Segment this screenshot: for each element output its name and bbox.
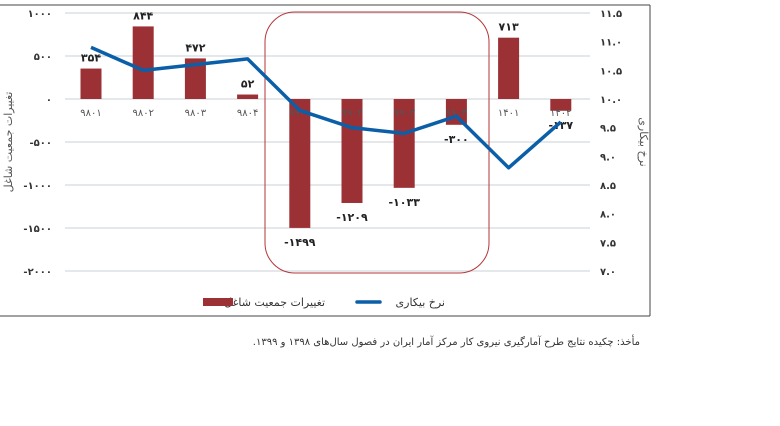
left-tick-label: ۵۰۰ xyxy=(34,52,52,63)
right-tick-label: ۱۰.۰ xyxy=(600,95,622,106)
right-tick-label: ۱۱.۰ xyxy=(600,38,622,49)
left-tick-label: ۱۰۰۰ xyxy=(28,9,52,20)
category-label: ۹۹۰۱ xyxy=(289,108,310,119)
combo-chart: ۱۰۰۰ ۵۰۰ ۰ -۵۰۰ -۱۰۰۰ -۱۵۰۰ -۲۰۰۰ ۱۱.۵ ۱۱.۰ ۱۰.۵ ۱… xyxy=(0,4,651,317)
category-label: ۹۸۰۲ xyxy=(132,108,153,119)
bar-data-label: -۱۲۰۹ xyxy=(336,211,368,224)
left-tick-label: -۲۰۰۰ xyxy=(23,267,52,278)
bar-data-label: -۳۰۰ xyxy=(444,133,469,146)
left-tick-label: -۱۵۰۰ xyxy=(23,224,52,235)
highlight-box xyxy=(264,11,490,274)
right-tick-label: ۷.۰ xyxy=(600,267,616,278)
legend-swatch-bars xyxy=(203,298,233,306)
left-tick-label: -۱۰۰۰ xyxy=(23,181,52,192)
bar-data-label: ۸۴۴ xyxy=(133,9,153,22)
bar xyxy=(289,99,311,228)
bar-data-label: ۵۲ xyxy=(241,78,255,91)
legend-label-line: نرخ بیکاری xyxy=(396,296,445,309)
bar-data-label: -۱۰۳۳ xyxy=(388,196,420,209)
right-tick-label: ۹.۵ xyxy=(600,124,616,135)
bar-data-label: ۴۷۲ xyxy=(185,41,205,54)
source-note: مأخذ: چکیده نتایج طرح آمارگیری نیروی کار… xyxy=(252,337,640,348)
left-tick-label: -۵۰۰ xyxy=(30,138,52,149)
category-label: ۹۹۰۲ xyxy=(341,108,362,119)
legend-label-bars: تغییرات جمعیت شاغل xyxy=(224,296,325,309)
category-label: ۹۹۰۴ xyxy=(446,108,467,119)
category-label: ۹۸۰۳ xyxy=(185,108,207,119)
bar xyxy=(393,99,415,188)
right-tick-label: ۱۱.۵ xyxy=(600,9,622,20)
unemployment-line xyxy=(90,45,562,170)
bar-data-label: ۳۵۴ xyxy=(81,52,101,65)
right-axis-title: نرخ بیکاری xyxy=(637,117,650,166)
bar-data-label: -۱۴۹۹ xyxy=(284,236,316,249)
right-tick-label: ۷.۵ xyxy=(600,238,616,249)
bar xyxy=(132,26,154,99)
bar xyxy=(498,37,520,99)
category-label: ۹۹۰۳ xyxy=(393,108,415,119)
bar xyxy=(550,99,572,111)
left-tick-label: ۰ xyxy=(46,95,52,106)
bar xyxy=(237,94,259,99)
right-tick-label: ۹.۰ xyxy=(600,152,616,163)
category-label: ۱۴۰۲ xyxy=(550,108,571,119)
category-label: ۹۸۰۱ xyxy=(80,108,101,119)
right-tick-label: ۸.۵ xyxy=(600,181,616,192)
category-label: ۱۴۰۱ xyxy=(498,108,519,119)
bar xyxy=(184,58,206,99)
bar xyxy=(80,68,102,99)
right-tick-label: ۱۰.۵ xyxy=(600,66,622,77)
bar-data-label: ۷۱۳ xyxy=(499,21,519,34)
right-tick-label: ۸.۰ xyxy=(600,210,616,221)
category-label: ۹۸۰۴ xyxy=(237,108,258,119)
left-axis-title: تغییرات جمعیت شاغل xyxy=(2,92,15,193)
